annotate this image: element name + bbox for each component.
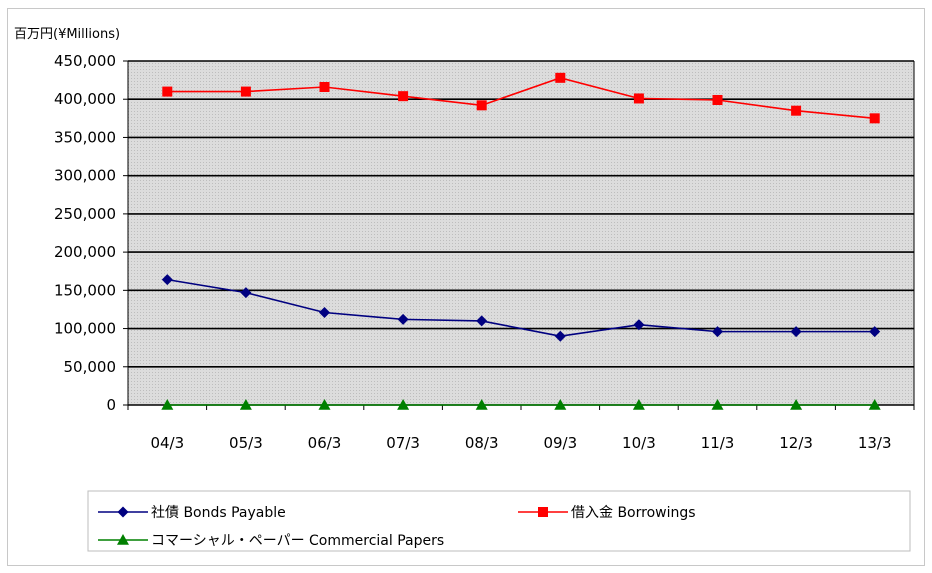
y-tick-label: 350,000 bbox=[54, 128, 116, 146]
x-tick-label: 05/3 bbox=[229, 434, 263, 452]
y-tick-label: 0 bbox=[106, 396, 116, 414]
data-point bbox=[319, 81, 330, 92]
data-point bbox=[318, 399, 331, 410]
data-point bbox=[712, 94, 723, 105]
x-tick-label: 06/3 bbox=[308, 434, 342, 452]
data-point bbox=[869, 326, 881, 338]
series-bonds-payable bbox=[161, 274, 881, 342]
series-line bbox=[167, 278, 875, 338]
line-chart: 百万円(¥Millions) 0 50,000 100,000 150,000 200,… bbox=[14, 27, 915, 552]
x-tick-label: 10/3 bbox=[622, 434, 656, 452]
legend-entry-borrowings: 借入金 Borrowings bbox=[518, 505, 696, 521]
data-point bbox=[161, 274, 173, 286]
data-point bbox=[240, 86, 251, 97]
y-tick-label: 250,000 bbox=[54, 205, 116, 223]
plot-area bbox=[128, 61, 914, 405]
x-tick-label: 12/3 bbox=[779, 434, 813, 452]
y-tick-label: 300,000 bbox=[54, 167, 116, 185]
series-commercial-papers bbox=[161, 399, 881, 410]
legend-entry-commercial-papers: コマーシャル・ペーパー Commercial Papers bbox=[98, 533, 444, 549]
data-point bbox=[632, 399, 645, 410]
y-axis: 0 50,000 100,000 150,000 200,000 250,000 300,0… bbox=[54, 52, 915, 414]
legend-label: 社債 Bonds Payable bbox=[151, 505, 286, 521]
x-tick-label: 07/3 bbox=[386, 434, 420, 452]
x-tick-label: 13/3 bbox=[858, 434, 892, 452]
data-point bbox=[398, 91, 409, 102]
legend-marker bbox=[117, 534, 129, 545]
data-point bbox=[869, 113, 880, 124]
data-point bbox=[633, 319, 645, 331]
data-point bbox=[239, 399, 252, 410]
data-point bbox=[633, 93, 644, 104]
series-borrowings bbox=[162, 72, 880, 124]
legend-marker bbox=[117, 506, 129, 518]
data-point bbox=[554, 330, 566, 342]
data-point bbox=[397, 399, 410, 410]
y-tick-label: 100,000 bbox=[54, 320, 116, 338]
data-point bbox=[791, 105, 802, 116]
legend-label: コマーシャル・ペーパー Commercial Papers bbox=[151, 533, 444, 549]
series-line bbox=[167, 76, 875, 120]
data-point bbox=[711, 399, 724, 410]
series-layer bbox=[161, 72, 881, 410]
y-tick-label: 400,000 bbox=[54, 90, 116, 108]
x-tick-label: 04/3 bbox=[150, 434, 184, 452]
data-point bbox=[712, 326, 723, 338]
y-tick-label: 150,000 bbox=[54, 281, 116, 299]
data-point bbox=[476, 315, 488, 327]
x-tick-label: 08/3 bbox=[465, 434, 499, 452]
y-tick-label: 50,000 bbox=[64, 358, 117, 376]
legend-label: 借入金 Borrowings bbox=[571, 505, 696, 521]
data-point bbox=[868, 399, 881, 410]
x-axis: 04/3 05/3 06/3 07/3 08/3 09/3 10/3 11/3 12/3 13/3 bbox=[127, 404, 915, 452]
legend-marker bbox=[538, 507, 548, 517]
data-point bbox=[790, 326, 802, 338]
data-point bbox=[162, 86, 173, 97]
data-point bbox=[397, 313, 409, 325]
data-point bbox=[240, 287, 252, 299]
y-tick-label: 200,000 bbox=[54, 243, 116, 261]
x-tick-label: 09/3 bbox=[543, 434, 577, 452]
data-point bbox=[475, 399, 488, 410]
x-tick-label: 11/3 bbox=[701, 434, 735, 452]
legend-entries: 社債 Bonds Payable 借入金 Borrowings コマーシャル・ペーパ… bbox=[98, 505, 696, 549]
y-tick-label: 450,000 bbox=[54, 52, 116, 70]
unit-label: 百万円(¥Millions) bbox=[14, 27, 120, 42]
legend-entry-bonds-payable: 社債 Bonds Payable bbox=[98, 505, 286, 521]
data-point bbox=[476, 100, 487, 111]
chart-frame: 百万円(¥Millions) 0 50,000 100,000 150,000 200,… bbox=[7, 8, 925, 566]
data-point bbox=[319, 307, 330, 319]
data-point bbox=[161, 399, 174, 410]
data-point bbox=[790, 399, 803, 410]
legend bbox=[87, 490, 911, 552]
data-point bbox=[555, 72, 566, 83]
data-point bbox=[554, 399, 567, 410]
